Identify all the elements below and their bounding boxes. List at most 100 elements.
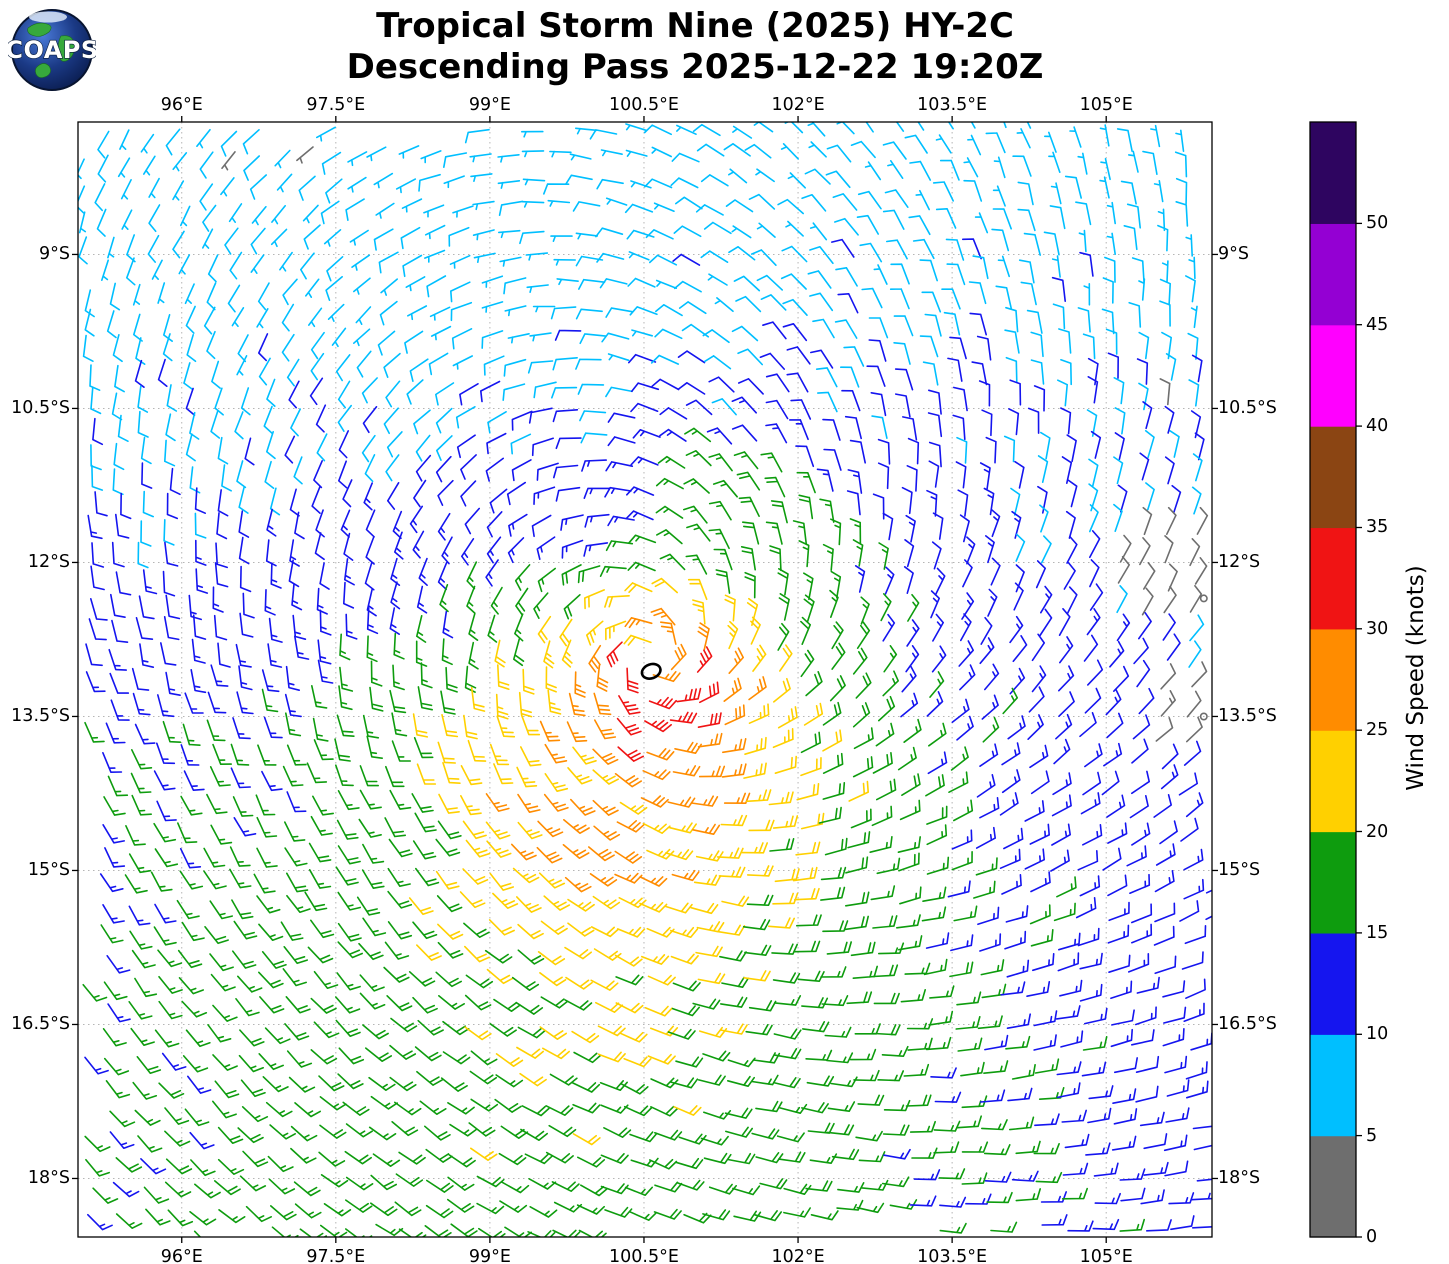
wind-barb	[430, 325, 452, 341]
wind-barb	[1107, 822, 1128, 844]
wind-barb	[308, 842, 332, 863]
wind-barb	[1117, 484, 1128, 513]
wind-barb	[1162, 980, 1186, 998]
wind-barb	[284, 821, 306, 842]
wind-barb	[600, 1183, 629, 1195]
wind-barb	[801, 194, 827, 212]
wind-barb	[308, 307, 323, 328]
wind-barb	[615, 1002, 644, 1014]
wind-barb	[1024, 800, 1045, 822]
wind-barb	[1116, 613, 1131, 642]
wind-barb	[1089, 559, 1100, 588]
wind-barb	[795, 445, 815, 468]
wind-barb	[335, 1019, 361, 1037]
wind-barb	[979, 743, 999, 767]
wind-barb	[624, 203, 654, 214]
wind-barb	[1031, 633, 1045, 662]
wind-barb	[983, 1144, 1011, 1156]
wind-barb	[540, 996, 569, 1009]
wind-barb	[443, 175, 465, 189]
wind-barb	[435, 407, 453, 434]
wind-barb	[1136, 358, 1149, 385]
wind-barb	[1079, 875, 1101, 897]
wind-barb	[753, 122, 774, 133]
wind-barb	[549, 1073, 578, 1086]
wind-barb	[837, 1182, 865, 1193]
wind-barb	[876, 778, 897, 801]
wind-barb	[497, 664, 510, 690]
wind-barb	[303, 224, 321, 250]
wind-barb	[806, 1075, 835, 1087]
wind-barb	[395, 1173, 424, 1187]
wind-barb	[624, 617, 653, 629]
wind-barb	[498, 200, 524, 216]
wind-barb	[1017, 208, 1036, 232]
wind-barb	[772, 815, 799, 829]
wind-barb	[543, 793, 569, 812]
wind-barb	[437, 741, 456, 764]
wind-barb	[593, 692, 612, 716]
wind-barb	[182, 1055, 209, 1073]
wind-barb	[979, 933, 1002, 952]
wind-barb	[915, 189, 930, 211]
wind-barb	[206, 793, 228, 815]
wind-barb	[959, 664, 976, 691]
wind-barb	[778, 593, 790, 621]
wind-barb	[165, 671, 181, 696]
wind-barb	[748, 676, 767, 701]
wind-barb	[426, 275, 447, 298]
wind-barb	[551, 386, 578, 399]
wind-barb	[362, 1024, 389, 1040]
wind-barb	[551, 1181, 580, 1192]
wind-barb	[318, 1151, 346, 1167]
wind-barb	[909, 1195, 937, 1207]
wind-barb	[466, 561, 478, 590]
wind-barb	[735, 295, 762, 313]
wind-barb	[748, 703, 770, 724]
wind-barb	[316, 433, 328, 462]
wind-barb	[549, 150, 572, 158]
wind-barb	[212, 743, 232, 765]
wind-barb	[212, 1004, 238, 1022]
wind-barb	[804, 168, 831, 185]
wind-barb	[424, 1125, 451, 1141]
wind-barb	[1066, 586, 1078, 615]
wind-barb	[196, 128, 211, 149]
wind-barb	[239, 1175, 267, 1192]
wind-barb	[193, 1230, 202, 1237]
wind-barb	[425, 1148, 453, 1163]
wind-barb	[1165, 1107, 1190, 1123]
wind-barb	[270, 1205, 297, 1221]
wind-barb	[237, 975, 263, 993]
wind-barb	[846, 490, 861, 516]
wind-barb	[573, 1051, 602, 1064]
wind-barb	[1106, 201, 1116, 225]
wind-barb	[1049, 205, 1066, 230]
wind-barb	[372, 1153, 401, 1167]
wind-barb	[720, 1023, 748, 1035]
wind-barb	[437, 561, 448, 591]
wind-barb	[779, 1103, 808, 1114]
wind-barb	[499, 1200, 528, 1213]
wind-barb	[854, 1023, 881, 1035]
wind-barb	[157, 694, 175, 718]
wind-barb	[963, 157, 979, 178]
wind-barb	[873, 1024, 901, 1036]
wind-barb	[620, 1083, 649, 1095]
wind-barb	[956, 436, 968, 464]
wind-barb	[404, 330, 424, 354]
wind-barb	[1183, 878, 1205, 900]
wind-barb	[683, 478, 710, 494]
wind-barb	[878, 942, 905, 955]
wind-barb	[522, 178, 546, 186]
wind-barb	[899, 799, 921, 821]
wind-barb	[415, 867, 440, 887]
wind-barb	[539, 972, 567, 987]
wind-barb	[1189, 614, 1205, 642]
wind-barb	[266, 508, 277, 537]
wind-barb	[364, 562, 375, 591]
wind-barb	[269, 1124, 296, 1140]
wind-barb	[685, 399, 713, 416]
wind-barb	[142, 490, 154, 518]
